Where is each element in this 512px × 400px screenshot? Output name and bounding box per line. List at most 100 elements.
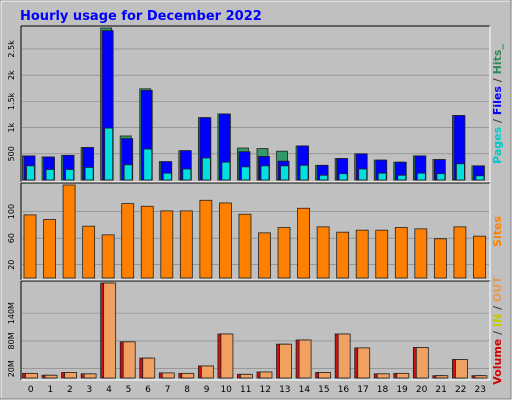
pages-files-hits-bar-pages-h10 [221, 161, 231, 181]
volume-bar-out-h23 [474, 375, 488, 379]
sites-bar-sites-h22 [453, 226, 467, 279]
x-tick-label-8: 8 [184, 385, 190, 395]
pages-files-hits-bar-pages-h13 [280, 165, 289, 181]
x-tick-label-13: 13 [279, 385, 290, 395]
volume-bar-out-h18 [376, 373, 390, 379]
volume-bar-out-h19 [396, 372, 410, 379]
volume-bar-out-h6 [142, 357, 156, 379]
pages-files-hits-bar-pages-h21 [436, 173, 446, 181]
x-tick-label-18: 18 [377, 385, 389, 395]
sites-bar-sites-h0 [23, 214, 37, 279]
pages-files-hits-bar-pages-h19 [397, 174, 407, 181]
volume-axis-label-part: IN [491, 314, 504, 327]
volume-bar-out-h4 [103, 282, 117, 379]
volume-ytick-label: 140M [7, 302, 16, 324]
pages-files-hits-bar-pages-h18 [377, 172, 387, 181]
x-tick-label-9: 9 [204, 385, 210, 395]
sites-bar-sites-h11 [238, 213, 252, 279]
sites-bar-sites-h15 [316, 226, 330, 279]
pages-files-hits-bar-pages-h16 [338, 173, 348, 181]
volume-bar-out-h20 [415, 347, 429, 379]
volume-bar-out-h5 [122, 341, 136, 379]
pages-files-hits-bar-pages-h0 [26, 165, 35, 181]
pages-files-hits-bar-pages-h11 [241, 166, 250, 181]
x-tick-label-6: 6 [145, 385, 151, 395]
x-tick-label-1: 1 [47, 385, 53, 395]
sites-bar-sites-h6 [140, 205, 154, 279]
x-tick-label-7: 7 [165, 385, 171, 395]
x-tick-label-15: 15 [318, 385, 329, 395]
volume-ytick-label: 80M [7, 332, 16, 349]
volume-panel: 20M 80M 140M Volume / IN / OUT [7, 276, 504, 385]
pages-files-hits-axis-label-part: Hits_ [491, 44, 504, 75]
pages-files-hits-bar-pages-h8 [182, 168, 192, 181]
x-axis-labels: 0 1 2 3 4 5 6 7 8 9 10 11 12 13 14 15 16 17 18 19 20 21 22 23 [28, 385, 486, 395]
volume-plot-area [21, 281, 490, 380]
sites-bar-sites-h10 [219, 202, 232, 279]
volume-bar-out-h10 [220, 333, 234, 379]
volume-bar-out-h12 [259, 371, 273, 379]
pages-files-hits-ytick-label: 2.5k [7, 40, 16, 58]
x-tick-label-19: 19 [396, 385, 408, 395]
sites-bar-sites-h7 [160, 210, 174, 279]
pages-files-hits-axis-label-part: Files [491, 86, 504, 116]
volume-axis-label-part: / [491, 302, 504, 314]
volume-bar-out-h16 [337, 333, 351, 379]
x-tick-label-10: 10 [220, 385, 232, 395]
x-tick-label-2: 2 [67, 385, 73, 395]
sites-bar-sites-h5 [121, 203, 135, 279]
volume-bar-out-h11 [240, 373, 253, 379]
volume-bar-out-h1 [44, 374, 58, 379]
volume-bar-out-h14 [298, 339, 312, 379]
volume-bar-out-h8 [181, 372, 195, 379]
pages-files-hits-axis-label: Pages / Files / Hits_ [491, 44, 504, 164]
x-tick-label-21: 21 [435, 385, 446, 395]
pages-files-hits-bar-pages-h22 [456, 163, 465, 181]
sites-bar-sites-h9 [199, 199, 213, 279]
pages-files-hits-plot-area [21, 26, 490, 182]
pages-files-hits-axis-label-part: / [491, 74, 504, 86]
x-tick-label-12: 12 [260, 385, 271, 395]
pages-files-hits-bar-pages-h20 [416, 172, 426, 181]
pages-files-hits-bar-pages-h7 [162, 172, 172, 181]
pages-files-hits-axis-label-part: Pages [491, 126, 504, 164]
volume-bar-out-h2 [64, 372, 77, 379]
volume-ytick-label: 20M [7, 360, 16, 377]
sites-ytick-label: 100 [7, 204, 16, 219]
x-tick-label-20: 20 [416, 385, 428, 395]
pages-files-hits-axis-label-part: / [491, 115, 504, 127]
pages-files-hits-ytick-label: 500 [7, 146, 16, 161]
volume-axis-label-part: OUT [491, 276, 504, 302]
sites-ytick-label: 20 [7, 260, 16, 270]
x-tick-label-11: 11 [240, 385, 251, 395]
sites-bar-sites-h13 [277, 227, 291, 279]
sites-bar-sites-h20 [414, 228, 428, 279]
pages-files-hits-bar-pages-h14 [299, 164, 309, 181]
pages-files-hits-bar-pages-h12 [260, 165, 270, 181]
sites-bar-sites-h17 [355, 229, 369, 279]
sites-ytick-label: 60 [7, 233, 16, 243]
volume-bar-out-h21 [435, 375, 449, 379]
x-tick-label-4: 4 [106, 385, 112, 395]
volume-bar-out-h13 [279, 343, 292, 379]
volume-bar-out-h7 [161, 372, 175, 379]
volume-bar-out-h15 [318, 372, 332, 379]
pages-files-hits-bar-pages-h9 [201, 157, 211, 181]
pages-files-hits-panel: 500 1k 1.5k 2k 2.5k Pages / Files / Hits_ [7, 25, 504, 183]
volume-bar-out-h17 [357, 347, 371, 379]
volume-axis-label: Volume / IN / OUT [491, 276, 504, 385]
sites-bar-sites-h4 [101, 234, 115, 279]
sites-bar-sites-h19 [394, 227, 408, 279]
sites-panel: 20 60 100 Sites [7, 182, 504, 281]
pages-files-hits-bar-pages-h17 [358, 168, 368, 181]
pages-files-hits-ytick-label: 1k [7, 122, 16, 132]
pages-files-hits-bar-pages-h15 [319, 174, 329, 181]
x-tick-label-3: 3 [87, 385, 93, 395]
sites-bar-sites-h18 [375, 229, 389, 279]
x-tick-label-22: 22 [455, 385, 466, 395]
x-tick-label-0: 0 [28, 385, 34, 395]
pages-files-hits-bar-pages-h6 [143, 148, 153, 181]
pages-files-hits-ytick-label: 2k [7, 70, 16, 80]
chart-title: Hourly usage for December 2022 [20, 9, 262, 24]
pages-files-hits-bar-pages-h5 [123, 164, 133, 181]
